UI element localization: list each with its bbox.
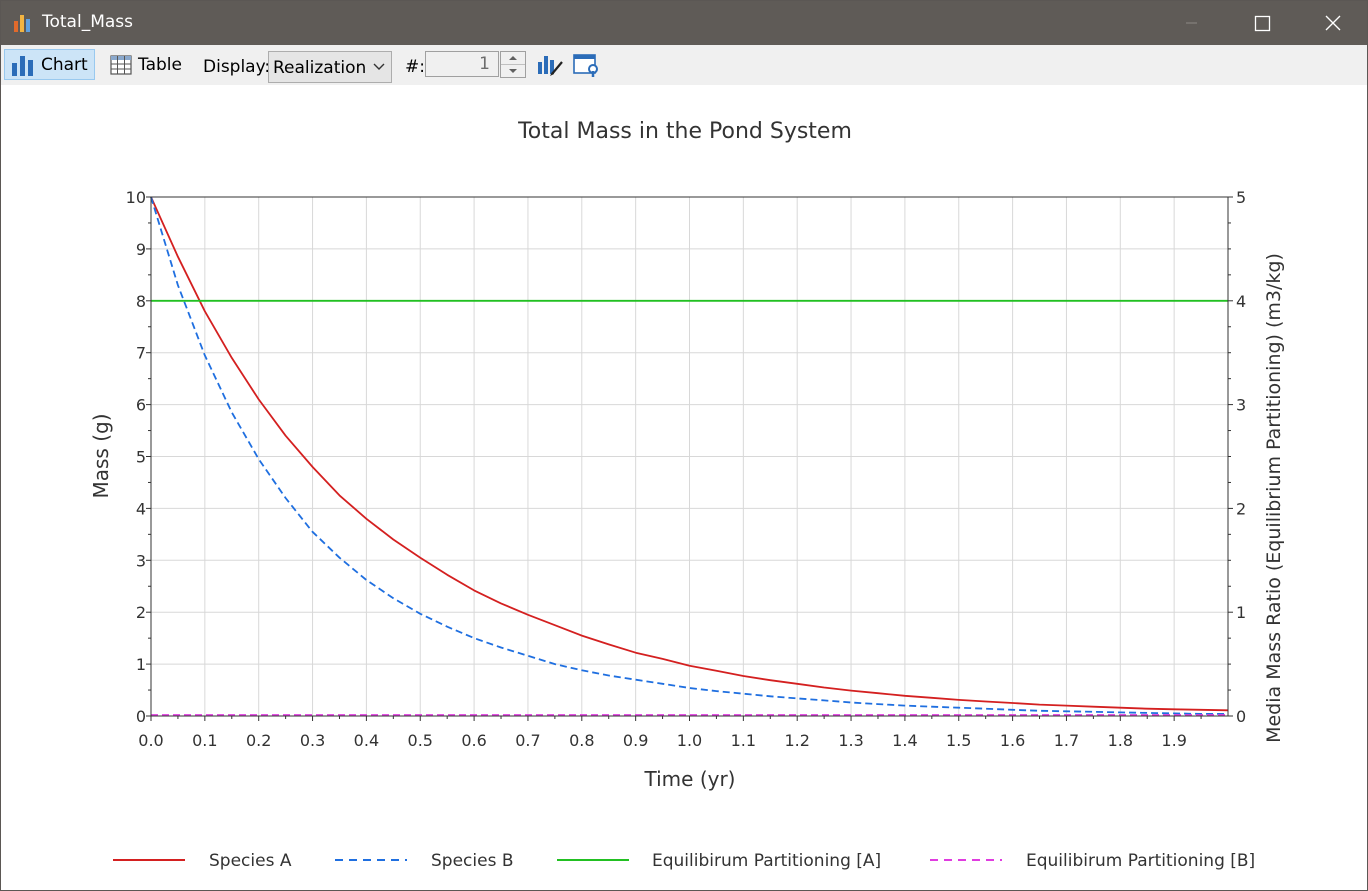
- stepper-up-button[interactable]: [501, 52, 525, 65]
- y-tick-label: 6: [136, 396, 146, 415]
- x-tick-label: 0.8: [569, 731, 594, 750]
- x-tick-label: 0.6: [461, 731, 486, 750]
- chevron-down-icon: [373, 63, 385, 70]
- y-tick-label: 8: [136, 292, 146, 311]
- chart-area: 0.0 0.1 0.2 0.3 0.4 0.5 0.6 0.7 0.8 0.9 1.0 1.1 1.2 1…: [1, 85, 1367, 890]
- grid-lines: [151, 197, 1228, 716]
- x-tick-label: 0.7: [515, 731, 540, 750]
- x-axis-label: Time (yr): [644, 767, 736, 791]
- y2-tick-label: 0: [1236, 707, 1246, 726]
- y2-tick-label: 5: [1236, 188, 1246, 207]
- series-line-2: [150, 196, 1228, 715]
- realization-number-label: #:: [405, 57, 425, 77]
- maximize-icon: [1254, 15, 1271, 32]
- window-settings-icon: [573, 54, 598, 77]
- x-tick-label: 0.9: [623, 731, 648, 750]
- y-tick-label: 3: [136, 551, 146, 570]
- table-view-label: Table: [138, 54, 182, 75]
- close-icon: [1325, 15, 1341, 31]
- y-tick-label: 0: [136, 707, 146, 726]
- chevron-down-small-icon: [509, 69, 517, 73]
- chart-edit-icon: [538, 56, 563, 76]
- y2-tick-label: 4: [1236, 292, 1246, 311]
- y2-tick-label: 3: [1236, 396, 1246, 415]
- window-title: Total_Mass: [42, 12, 134, 32]
- y-tick-label: 4: [136, 499, 146, 518]
- close-button[interactable]: [1296, 1, 1366, 45]
- realization-stepper[interactable]: [500, 51, 526, 78]
- chart-canvas: 0.0 0.1 0.2 0.3 0.4 0.5 0.6 0.7 0.8 0.9 1.0 1.1 1.2 1…: [89, 119, 1285, 871]
- display-label: Display:: [203, 57, 271, 77]
- series-lines: [150, 196, 1229, 716]
- y-tick-label: 9: [136, 240, 146, 259]
- y2-axis-label: Media Mass Ratio (Equilibrium Partitioni…: [1263, 253, 1285, 743]
- title-bar[interactable]: Total_Mass: [1, 1, 1367, 45]
- x-tick-label: 0.1: [192, 731, 217, 750]
- axes: 0.0 0.1 0.2 0.3 0.4 0.5 0.6 0.7 0.8 0.9 1.0 1.1 1.2 1…: [126, 188, 1247, 750]
- bar-chart-icon: [12, 55, 33, 76]
- legend-label-1: Species A: [209, 851, 292, 871]
- minimize-icon: [1186, 22, 1197, 24]
- chart-properties-button[interactable]: [572, 52, 600, 78]
- x-tick-label: 1.8: [1108, 731, 1133, 750]
- x-tick-label: 0.3: [300, 731, 325, 750]
- table-view-button[interactable]: Table: [104, 49, 184, 80]
- x-tick-label: 1.2: [784, 731, 809, 750]
- chart-view-button[interactable]: Chart: [4, 49, 95, 80]
- display-dropdown[interactable]: Realization: [268, 51, 392, 83]
- y2-tick-label: 2: [1236, 499, 1246, 518]
- x-tick-label: 0.0: [138, 731, 163, 750]
- table-icon: [110, 54, 132, 75]
- toolbar: Chart Table Display: Realization #: 1: [1, 45, 1367, 85]
- y-axis-label: Mass (g): [89, 413, 113, 498]
- x-tick-label: 1.7: [1054, 731, 1079, 750]
- y-tick-label: 2: [136, 603, 146, 622]
- x-tick-label: 1.4: [892, 731, 917, 750]
- x-tick-label: 0.4: [354, 731, 379, 750]
- chart-app-icon: [14, 15, 30, 32]
- realization-number-input[interactable]: 1: [425, 51, 499, 77]
- x-tick-label: 1.6: [1000, 731, 1025, 750]
- y-tick-label: 7: [136, 344, 146, 363]
- stepper-down-button[interactable]: [501, 65, 525, 77]
- legend-label-2: Species B: [431, 851, 514, 871]
- legend: Species A Species B Equilibirum Partitioni…: [113, 851, 1255, 871]
- legend-label-3: Equilibirum Partitioning [A]: [652, 851, 881, 871]
- series-line-1: [150, 196, 1229, 712]
- x-tick-label: 0.2: [246, 731, 271, 750]
- chart-style-button[interactable]: [536, 52, 564, 78]
- chevron-up-icon: [509, 56, 517, 60]
- chart-view-label: Chart: [41, 54, 88, 75]
- legend-label-4: Equilibirum Partitioning [B]: [1026, 851, 1255, 871]
- y-tick-label: 5: [136, 448, 146, 467]
- y-tick-label: 1: [136, 655, 146, 674]
- display-dropdown-value: Realization: [273, 58, 367, 78]
- minimize-button[interactable]: [1156, 1, 1226, 45]
- chart-title: Total Mass in the Pond System: [517, 119, 852, 144]
- x-tick-label: 1.9: [1161, 731, 1186, 750]
- y2-tick-label: 1: [1236, 603, 1246, 622]
- y-tick-label: 10: [126, 188, 146, 207]
- x-tick-label: 1.0: [677, 731, 702, 750]
- x-tick-label: 1.5: [946, 731, 971, 750]
- x-tick-label: 1.3: [838, 731, 863, 750]
- x-tick-label: 1.1: [731, 731, 756, 750]
- x-tick-label: 0.5: [408, 731, 433, 750]
- maximize-button[interactable]: [1226, 1, 1296, 45]
